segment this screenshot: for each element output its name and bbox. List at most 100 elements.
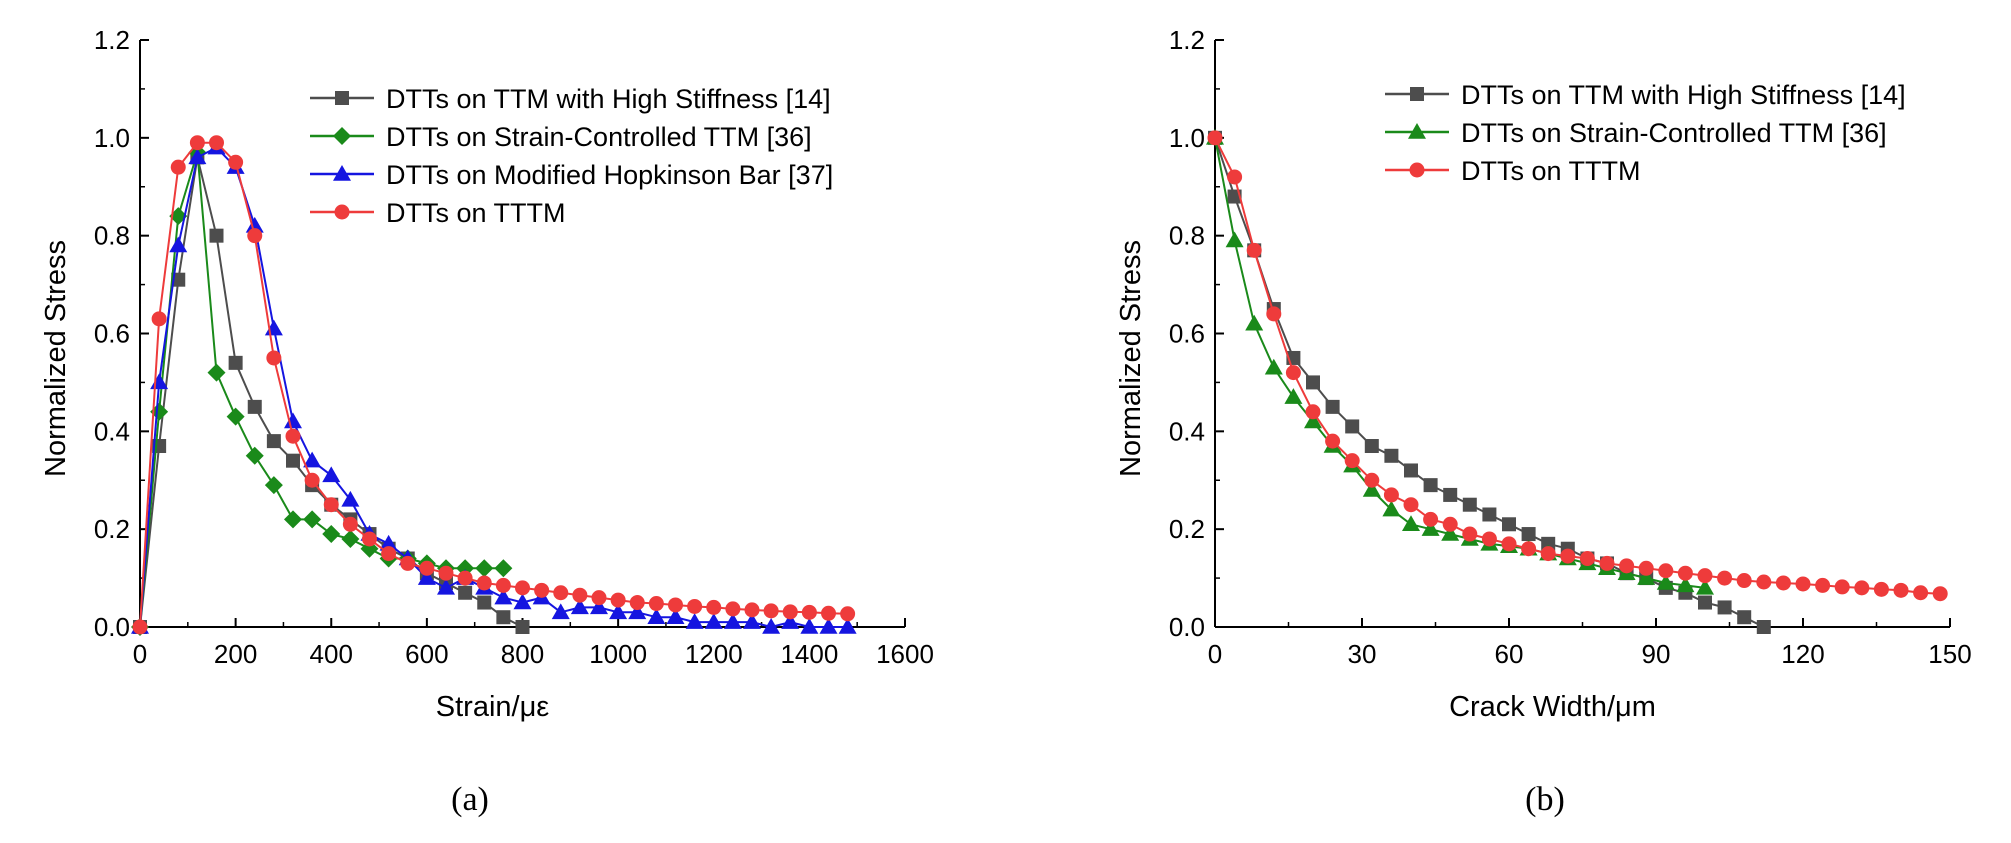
x-tick-label: 1000	[589, 639, 647, 669]
data-point	[1637, 569, 1656, 585]
y-tick-label: 1.2	[1169, 25, 1205, 55]
legend-marker	[334, 204, 350, 220]
panel-label: (a)	[451, 781, 489, 818]
data-point	[245, 446, 264, 465]
data-point	[228, 154, 244, 170]
legend-item: DTTs on TTM with High Stiffness [14]	[1385, 80, 1906, 110]
data-point	[209, 135, 224, 151]
data-point	[1638, 560, 1654, 576]
legend: DTTs on TTM with High Stiffness [14] DTTs…	[310, 84, 833, 228]
data-point	[341, 529, 360, 548]
data-point	[494, 588, 513, 605]
data-point	[1284, 388, 1303, 404]
series-3	[131, 138, 857, 634]
data-point	[821, 605, 836, 621]
legend-label: DTTs on TTM with High Stiffness [14]	[1461, 80, 1906, 110]
data-point	[781, 613, 800, 629]
data-point	[247, 399, 262, 414]
data-point	[494, 559, 513, 578]
series-2	[1206, 128, 1714, 595]
data-point	[1482, 507, 1497, 522]
x-tick-label: 60	[1495, 639, 1524, 669]
data-point	[304, 472, 320, 488]
data-point	[628, 603, 647, 620]
panel-a-chart: 0 200 400 600 800 1000 1200 1400 1600 0.0 0.2 0.4 0.…	[40, 25, 934, 818]
data-point	[744, 602, 760, 618]
data-point	[1913, 585, 1929, 601]
y-tick-label: 0.4	[94, 416, 130, 446]
data-point	[704, 613, 723, 629]
data-point	[1441, 525, 1460, 541]
x-tick-label: 600	[405, 639, 448, 669]
data-point	[590, 598, 608, 615]
y-tick-label: 1.0	[1169, 123, 1205, 153]
data-point	[1656, 573, 1675, 590]
data-point	[247, 228, 263, 244]
data-point	[610, 592, 626, 608]
data-point	[477, 595, 492, 610]
data-point	[553, 585, 569, 601]
data-point	[1382, 500, 1401, 517]
data-point	[1246, 242, 1262, 258]
data-point	[322, 466, 341, 483]
data-point	[150, 402, 169, 421]
data-point	[743, 613, 761, 629]
data-point	[150, 373, 169, 390]
data-point	[1306, 375, 1320, 390]
data-point	[1775, 575, 1791, 591]
data-point	[169, 236, 188, 253]
y-tick-label: 0.2	[94, 514, 130, 544]
data-point	[1717, 600, 1732, 615]
data-point	[648, 596, 664, 612]
legend-marker	[333, 165, 351, 181]
x-tick-label: 1400	[780, 639, 838, 669]
data-point	[1345, 419, 1360, 434]
data-point	[782, 604, 798, 620]
data-point	[687, 598, 703, 614]
data-point	[341, 490, 360, 507]
data-point	[762, 618, 781, 634]
data-point	[1795, 576, 1811, 592]
legend-label: DTTs on TTTM	[386, 198, 566, 228]
data-point	[379, 534, 398, 551]
data-point	[1697, 568, 1713, 584]
data-point	[1443, 487, 1458, 502]
legend-marker	[335, 91, 349, 105]
x-tick-label: 400	[310, 639, 353, 669]
data-point	[381, 546, 397, 562]
data-point	[266, 434, 281, 449]
legend-label: DTTs on Modified Hopkinson Bar [37]	[386, 160, 833, 190]
data-point	[1481, 531, 1497, 547]
data-point	[647, 608, 666, 624]
data-point	[1325, 433, 1341, 449]
data-point	[1501, 536, 1517, 552]
data-point	[226, 407, 245, 426]
legend-item: DTTs on Strain-Controlled TTM [36]	[310, 122, 812, 152]
data-point	[1423, 478, 1438, 493]
data-point	[819, 618, 838, 634]
y-tick-label: 1.2	[94, 25, 130, 55]
y-axis-title: Normalized Stress	[40, 240, 72, 477]
legend-marker	[333, 127, 351, 145]
data-point	[170, 159, 186, 175]
legend: DTTs on TTM with High Stiffness [14] DTTs…	[1385, 80, 1906, 186]
data-point	[303, 510, 322, 529]
data-point	[1854, 580, 1870, 596]
data-point	[1344, 453, 1360, 469]
data-point	[419, 560, 435, 576]
x-axis-title: Crack Width/μm	[1449, 691, 1656, 723]
data-point	[1266, 306, 1282, 322]
data-point	[609, 603, 628, 620]
legend-item: DTTs on TTTM	[1385, 156, 1641, 186]
data-point	[1696, 578, 1714, 595]
legend-item: DTTs on TTM with High Stiffness [14]	[310, 84, 831, 114]
data-point	[1383, 487, 1399, 503]
data-point	[1717, 570, 1733, 586]
data-point	[1402, 515, 1420, 532]
data-point	[551, 603, 570, 620]
data-point	[801, 604, 817, 620]
data-point	[591, 590, 607, 606]
data-point	[228, 355, 243, 370]
x-tick-label: 0	[1208, 639, 1222, 669]
data-point	[685, 613, 704, 629]
